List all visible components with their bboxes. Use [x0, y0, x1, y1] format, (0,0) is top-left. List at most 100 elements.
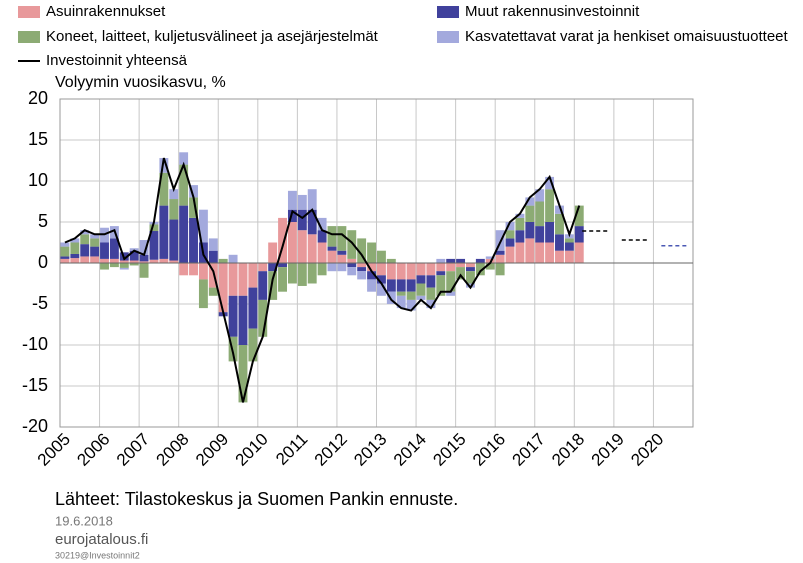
bar-segment	[307, 189, 317, 210]
bar-segment	[317, 242, 327, 263]
bar-segment	[525, 197, 535, 206]
bar-segment	[208, 238, 218, 251]
bar-segment	[416, 283, 426, 296]
legend-label: Kasvatettavat varat ja henkiset omaisuus…	[465, 28, 789, 45]
bar-segment	[139, 240, 149, 255]
bar-segment	[574, 226, 584, 243]
x-tick-label: 2014	[390, 430, 430, 470]
bar-segment	[426, 287, 436, 300]
x-tick-label: 2018	[548, 430, 588, 470]
y-tick-label: -20	[22, 416, 48, 436]
legend-swatch	[18, 31, 40, 43]
bar-segment	[139, 263, 149, 278]
bar-segment	[80, 244, 90, 257]
bar-segment	[80, 230, 90, 235]
bar-segment	[80, 234, 90, 245]
legend-label: Investoinnit yhteensä	[46, 52, 188, 69]
bar-segment	[545, 242, 555, 263]
bar-segment	[446, 271, 456, 292]
bar-segment	[189, 217, 198, 263]
bar-segment	[208, 250, 218, 263]
x-tick-label: 2009	[192, 430, 232, 470]
bar-segment	[307, 234, 317, 263]
bar-segment	[159, 258, 169, 263]
bar-segment	[485, 263, 495, 270]
bar-segment	[80, 256, 90, 263]
bar-segment	[149, 231, 159, 260]
bar-segment	[258, 299, 268, 337]
x-tick-label: 2013	[350, 430, 390, 470]
y-tick-label: -10	[22, 334, 48, 354]
x-tick-label: 2015	[429, 430, 469, 470]
bar-segment	[258, 263, 268, 272]
bar-segment	[70, 242, 80, 254]
bar-segment	[179, 164, 189, 206]
bar-segment	[535, 242, 545, 263]
x-tick-label: 2012	[311, 430, 351, 470]
bar-segment	[396, 291, 406, 296]
bar-segment	[189, 263, 198, 276]
bar-segment	[416, 275, 426, 284]
bar-segment	[268, 263, 278, 272]
x-tick-label: 2010	[232, 430, 272, 470]
bar-segment	[317, 217, 327, 231]
bar-segment	[495, 263, 505, 276]
bar-segment	[179, 263, 189, 276]
bar-segment	[248, 263, 258, 288]
bar-segment	[456, 263, 466, 268]
bar-segment	[466, 271, 475, 284]
bar-segment	[376, 263, 386, 276]
bar-segment	[564, 242, 574, 251]
bar-segment	[485, 256, 495, 259]
bar-segment	[327, 246, 337, 251]
legend-label: Muut rakennusinvestoinnit	[465, 3, 640, 20]
bar-segment	[436, 275, 446, 296]
bar-segment	[169, 219, 179, 261]
bar-segment	[357, 271, 367, 280]
bar-segment	[327, 250, 337, 263]
bar-segment	[198, 209, 208, 243]
bar-segment	[248, 328, 258, 362]
x-tick-label: 2008	[153, 430, 193, 470]
bar-segment	[505, 238, 515, 247]
bar-segment	[109, 258, 119, 263]
bar-segment	[327, 226, 337, 247]
bar-segment	[376, 275, 386, 284]
bar-segment	[337, 226, 347, 251]
date: 19.6.2018	[55, 513, 113, 528]
bar-segment	[574, 205, 584, 227]
bar-segment	[287, 263, 297, 284]
x-tick-label: 2020	[627, 430, 667, 470]
bar-segment	[545, 189, 555, 222]
bar-segment	[60, 242, 70, 247]
legend-label: Koneet, laitteet, kuljetusvälineet ja as…	[46, 28, 379, 45]
bar-segment	[159, 205, 169, 259]
bar-segment	[396, 295, 406, 309]
bar-segment	[119, 260, 129, 263]
bar-segment	[278, 217, 287, 263]
bar-segment	[60, 256, 70, 259]
bar-segment	[525, 238, 535, 263]
bar-segment	[198, 279, 208, 309]
bar-segment	[426, 299, 436, 309]
bar-segment	[347, 267, 357, 276]
bar-segment	[287, 222, 297, 263]
bar-segment	[436, 263, 446, 272]
y-tick-label: 0	[38, 252, 48, 272]
bar-segment	[139, 261, 149, 263]
bar-segment	[357, 267, 367, 272]
bar-segment	[357, 238, 367, 263]
bar-segment	[109, 238, 119, 259]
bar-segment	[297, 209, 307, 231]
bar-segment	[386, 263, 396, 280]
bar-segment	[396, 279, 406, 292]
bar-segment	[337, 263, 347, 272]
bar-segment	[396, 263, 406, 280]
bar-segment	[278, 263, 287, 268]
bar-segment	[297, 194, 307, 210]
x-tick-label: 2007	[113, 430, 153, 470]
bar-segment	[179, 152, 189, 165]
bar-segment	[268, 271, 278, 300]
bar-segment	[70, 258, 80, 263]
bar-segment	[70, 253, 80, 259]
